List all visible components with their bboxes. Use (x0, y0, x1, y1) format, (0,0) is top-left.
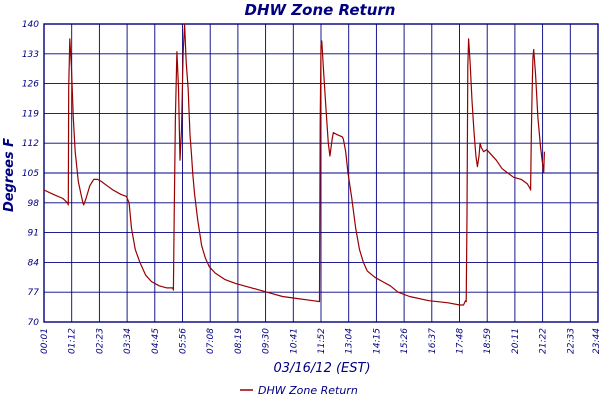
x-tick-label: 15:26 (400, 328, 410, 354)
y-tick-label: 140 (22, 20, 39, 30)
y-tick-label: 105 (22, 169, 39, 179)
plot-border (43, 23, 599, 323)
y-tick-label: 84 (28, 258, 40, 268)
y-tick-label: 70 (28, 318, 40, 328)
legend-label: DHW Zone Return (258, 384, 358, 397)
y-axis-title: Degrees F (2, 138, 17, 212)
x-tick-label: 04:45 (151, 328, 161, 354)
y-tick-label: 91 (28, 229, 39, 239)
x-tick-label: 20:11 (511, 328, 521, 354)
x-tick-label: 09:30 (262, 328, 272, 354)
x-tick-label: 14:15 (372, 328, 382, 354)
x-tick-label: 23:44 (592, 328, 600, 354)
y-tick-label: 126 (22, 80, 39, 90)
x-tick-label: 05:56 (179, 328, 189, 354)
x-tick-label: 01:12 (68, 328, 78, 354)
y-tick-label: 119 (22, 109, 39, 119)
x-axis-title: 03/16/12 (EST) (273, 361, 370, 376)
chart-title: DHW Zone Return (245, 1, 396, 19)
x-tick-label: 18:59 (483, 328, 493, 354)
series-line (43, 23, 545, 306)
x-tick-label: 07:08 (206, 328, 216, 354)
x-tick-label: 13:04 (345, 328, 355, 354)
y-tick-label: 133 (22, 50, 39, 60)
x-tick-label: 11:52 (317, 328, 327, 354)
x-axis: 00:01 01:12 02:23 03:34 04:45 05:56 07:08 08:19… (40, 328, 600, 354)
y-tick-label: 98 (28, 199, 40, 209)
series (43, 23, 545, 306)
x-tick-label: 17:48 (456, 328, 466, 354)
y-tick-label: 77 (28, 288, 40, 298)
x-tick-label: 00:01 (40, 328, 50, 354)
x-tick-label: 22:33 (566, 328, 576, 354)
x-tick-label: 21:22 (539, 328, 549, 354)
y-axis: 70 77 84 91 98 105 112 119 126 133 140 (22, 20, 39, 328)
x-tick-label: 10:41 (289, 328, 299, 354)
y-tick-label: 112 (22, 139, 39, 149)
x-tick-label: 03:34 (123, 328, 133, 354)
legend: DHW Zone Return (240, 384, 358, 397)
x-tick-label: 16:37 (428, 328, 438, 354)
x-tick-label: 02:23 (95, 328, 105, 354)
x-tick-label: 08:19 (234, 328, 244, 354)
